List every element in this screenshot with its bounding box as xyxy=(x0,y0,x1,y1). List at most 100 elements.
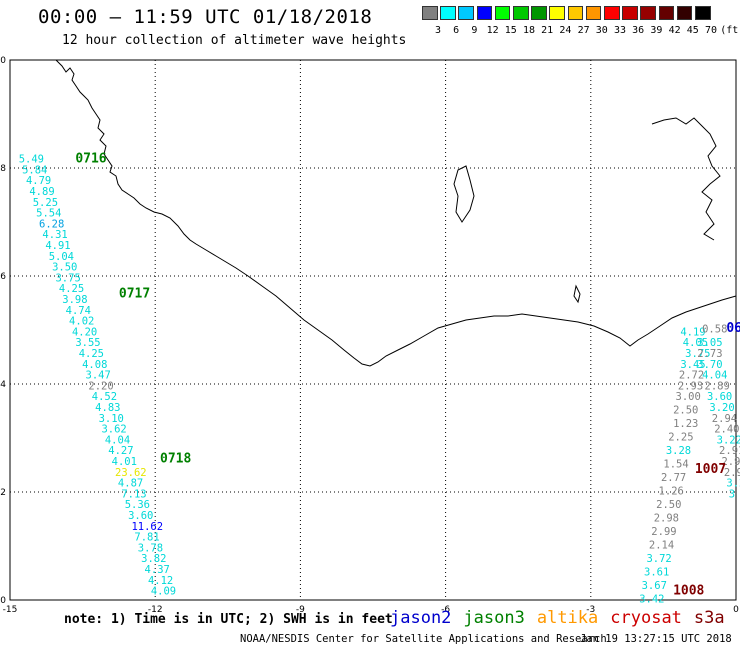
wave-height-value: 3.75 xyxy=(55,272,80,284)
y-tick-label: 10 xyxy=(0,56,6,66)
wave-height-value: 3.42 xyxy=(639,594,664,606)
wave-height-value: 4.12 xyxy=(148,575,173,587)
wave-height-value: 2.91 xyxy=(719,445,740,457)
coastline xyxy=(55,59,737,367)
legend-swatch xyxy=(604,6,620,20)
northeast-lake xyxy=(651,117,721,241)
wave-height-value: 2.25 xyxy=(668,432,693,444)
pass-time-labels: 0716 0717 0718 0605 1007 1008 xyxy=(75,152,740,599)
wave-height-value: 2.77 xyxy=(661,472,686,484)
legend-swatch xyxy=(476,6,493,20)
wave-height-value: 3.00 xyxy=(676,391,701,403)
legend-label: 21 xyxy=(541,25,554,36)
y-tick-label: 6 xyxy=(0,272,6,282)
x-tick-label: 0 xyxy=(733,605,739,615)
legend-swatch xyxy=(513,6,529,20)
wave-height-value: 3.98 xyxy=(62,294,87,306)
satellite-name: altika xyxy=(536,608,599,628)
wave-height-value: 7.13 xyxy=(121,488,146,500)
wave-height-value: 4.08 xyxy=(82,359,107,371)
west-africa-coastline xyxy=(55,59,737,367)
legend-swatch xyxy=(676,6,693,20)
legend-unit: (ft) xyxy=(720,25,740,36)
pass-time-label: 0717 xyxy=(119,287,150,302)
legend-swatch xyxy=(458,6,474,20)
wave-height-value: 2.9 xyxy=(724,467,740,479)
legend-label: 30 xyxy=(595,25,608,36)
pass-time-label: 0605 xyxy=(726,321,740,336)
legend-swatch xyxy=(695,6,711,20)
legend-label: 18 xyxy=(522,25,536,36)
wave-height-value: 2.72 xyxy=(679,370,704,382)
x-tick-label: -9 xyxy=(296,605,305,615)
satellite-name: s3a xyxy=(693,608,725,628)
wave-height-value: 2.98 xyxy=(654,513,679,525)
legend-label: 42 xyxy=(668,25,681,36)
legend-swatch xyxy=(531,6,547,20)
map-frame xyxy=(9,59,737,601)
wave-height-value: 2.73 xyxy=(697,348,722,360)
wave-height-value: 4.05 xyxy=(683,337,708,349)
legend-label: 27 xyxy=(577,25,590,36)
wave-height-value: 4.74 xyxy=(66,305,91,317)
wave-height-value: 4.83 xyxy=(95,402,120,414)
wave-height-value: 4.20 xyxy=(72,326,97,338)
legend-swatch xyxy=(622,6,638,20)
wave-height-value: 3.75 xyxy=(685,348,710,360)
wave-height-value: 3.70 xyxy=(697,359,722,371)
wave-height-value: 3.60 xyxy=(707,391,732,403)
wave-height-value: 4.19 xyxy=(680,326,705,338)
wave-height-value: 5.25 xyxy=(33,197,58,209)
legend-label: 70 xyxy=(704,25,718,36)
wave-height-value: 1.54 xyxy=(663,459,688,471)
wave-height-value: 2.95 xyxy=(721,456,740,468)
river-reservoir xyxy=(573,284,581,304)
legend-swatch xyxy=(440,6,456,20)
wave-height-value: 3.05 xyxy=(697,337,722,349)
wave-height-value: 3.67 xyxy=(642,580,667,592)
x-tick-label: -6 xyxy=(441,605,450,615)
wave-height-value: 2.50 xyxy=(673,405,698,417)
wave-height-value: 6.28 xyxy=(39,218,64,230)
wave-height-value: 4.87 xyxy=(118,478,143,490)
wave-height-value: 3.22 xyxy=(717,434,740,446)
legend-swatch xyxy=(422,6,438,20)
wave-height-value: 3.82 xyxy=(141,553,166,565)
wave-height-value: 4.09 xyxy=(151,586,176,598)
wave-height-value: 3.72 xyxy=(646,553,671,565)
wave-height-value: 2.14 xyxy=(649,540,674,552)
page-subtitle: 12 hour collection of altimeter wave hei… xyxy=(62,33,407,48)
wave-height-value: 4.89 xyxy=(29,186,54,198)
legend-label: 45 xyxy=(686,25,699,36)
pass-time-label: 0716 xyxy=(75,152,106,167)
wave-height-value: 3.60 xyxy=(128,510,153,522)
legend-label: 12 xyxy=(486,25,499,36)
wave-height-value: 2.94 xyxy=(712,413,737,425)
wave-height-value: 4.25 xyxy=(59,283,84,295)
wave-height-tracks: 5.495.844.794.895.255.546.284.314.915.04… xyxy=(19,154,740,606)
wave-height-value: 3.45 xyxy=(680,359,705,371)
wave-height-value: 3.55 xyxy=(75,337,100,349)
wave-height-value: 5.49 xyxy=(19,154,44,166)
satellite-name: jason3 xyxy=(463,608,525,628)
pass-time-label: 0718 xyxy=(160,451,191,466)
legend-swatch xyxy=(658,6,675,20)
y-tick-label: 4 xyxy=(0,380,6,390)
wave-height-value: 11.62 xyxy=(131,521,163,533)
wave-height-value: 3.61 xyxy=(644,567,669,579)
credit-line: NOAA/NESDIS Center for Satellite Applica… xyxy=(240,633,607,645)
wave-height-value: 0.58 xyxy=(702,324,727,336)
footnote: note: 1) Time is in UTC; 2) SWH is in fe… xyxy=(64,612,393,627)
axis-ticks: -15 -12 -9 -6 -3 0 0 2 4 6 8 10 xyxy=(0,56,739,615)
legend-label: 39 xyxy=(650,25,663,36)
pass-time-label: 1008 xyxy=(673,584,704,599)
inland-lake xyxy=(453,165,475,223)
wave-height-value: 4.02 xyxy=(69,316,94,328)
wave-height-value: 4.52 xyxy=(92,391,117,403)
page-title: 00:00 — 11:59 UTC 01/18/2018 xyxy=(38,6,373,28)
wave-height-value: 4.91 xyxy=(45,240,70,252)
satellite-name: cryosat xyxy=(610,608,682,628)
legend-swatch xyxy=(585,6,602,20)
wave-height-value: 3.20 xyxy=(709,402,734,414)
x-tick-label: -15 xyxy=(3,605,18,615)
